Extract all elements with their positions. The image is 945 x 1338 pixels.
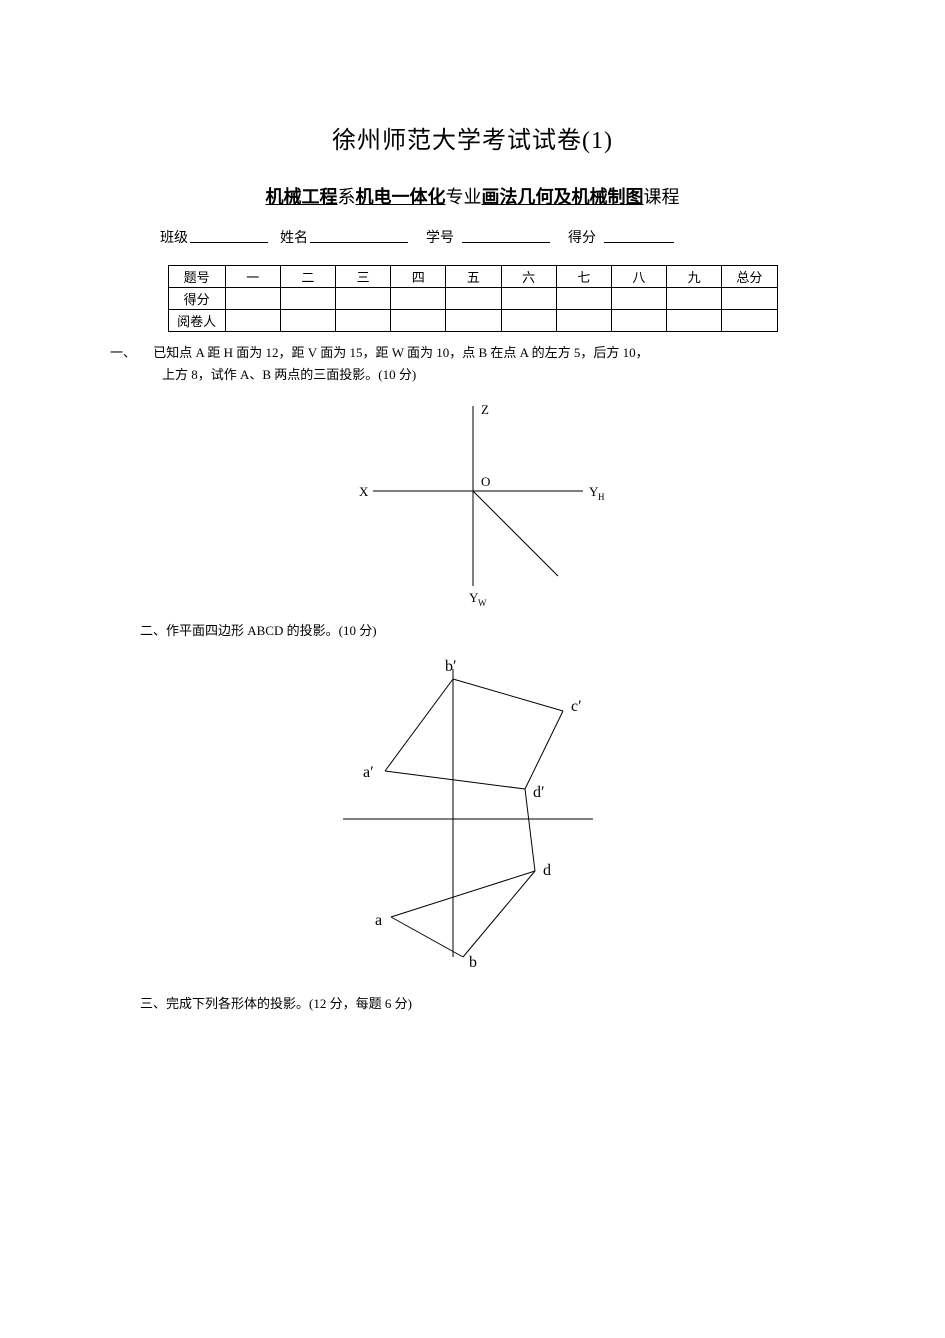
- svg-text:a′: a′: [363, 764, 374, 781]
- subtitle-course: 画法几何及机械制图: [482, 187, 644, 207]
- col-6: 七: [556, 266, 611, 288]
- cell[interactable]: [280, 310, 335, 332]
- col-3: 四: [391, 266, 446, 288]
- col-4: 五: [446, 266, 501, 288]
- score-table: 题号 一 二 三 四 五 六 七 八 九 总分 得分 阅卷人: [168, 265, 778, 332]
- cell[interactable]: [225, 310, 280, 332]
- cell[interactable]: [667, 310, 722, 332]
- row-label-2: 阅卷人: [168, 310, 225, 332]
- col-2: 三: [335, 266, 390, 288]
- cell[interactable]: [611, 288, 666, 310]
- cell[interactable]: [446, 288, 501, 310]
- svg-text:H: H: [598, 492, 605, 502]
- svg-text:O: O: [481, 474, 490, 489]
- svg-text:b′: b′: [445, 658, 457, 675]
- subtitle: 机械工程系机电一体化专业画法几何及机械制图课程: [140, 183, 805, 209]
- score-row-2: 阅卷人: [168, 310, 777, 332]
- cell[interactable]: [501, 288, 556, 310]
- cell[interactable]: [722, 310, 777, 332]
- info-line: 班级 姓名 学号 得分: [160, 227, 785, 247]
- score-label: 得分: [568, 227, 596, 247]
- row-label-0: 题号: [168, 266, 225, 288]
- q2-diagram: a′ b′ c′ d′ a b d: [313, 649, 633, 979]
- class-blank[interactable]: [190, 227, 268, 243]
- subtitle-sep3: 课程: [644, 187, 680, 207]
- class-label: 班级: [160, 227, 188, 247]
- cell[interactable]: [225, 288, 280, 310]
- name-label: 姓名: [280, 227, 308, 247]
- score-header-row: 题号 一 二 三 四 五 六 七 八 九 总分: [168, 266, 777, 288]
- row-label-1: 得分: [168, 288, 225, 310]
- col-5: 六: [501, 266, 556, 288]
- q2-title: 二、作平面四边形 ABCD 的投影。(10 分): [140, 620, 805, 639]
- cell[interactable]: [280, 288, 335, 310]
- svg-text:d′: d′: [533, 784, 545, 801]
- q1-diagram: ZXYHYWO: [323, 396, 623, 606]
- cell[interactable]: [556, 310, 611, 332]
- cell[interactable]: [611, 310, 666, 332]
- q1-line2: 上方 8，试作 A、B 两点的三面投影。(10 分): [110, 364, 416, 386]
- q1: 一、 已知点 A 距 H 面为 12，距 V 面为 15，距 W 面为 10，点…: [110, 342, 805, 386]
- id-blank[interactable]: [462, 227, 550, 243]
- subtitle-dept: 机械工程: [266, 187, 338, 207]
- cell[interactable]: [335, 288, 390, 310]
- subtitle-sep1: 系: [338, 187, 356, 207]
- id-label: 学号: [426, 227, 454, 247]
- svg-text:W: W: [478, 598, 487, 606]
- score-row-1: 得分: [168, 288, 777, 310]
- q1-line1: 已知点 A 距 H 面为 12，距 V 面为 15，距 W 面为 10，点 B …: [153, 345, 648, 360]
- svg-text:X: X: [359, 484, 369, 499]
- svg-text:Z: Z: [481, 402, 489, 417]
- col-0: 一: [225, 266, 280, 288]
- subtitle-major: 机电一体化: [356, 187, 446, 207]
- cell[interactable]: [391, 310, 446, 332]
- q1-num: 一、: [110, 342, 150, 364]
- name-blank[interactable]: [310, 227, 408, 243]
- page-title: 徐州师范大学考试试卷(1): [140, 120, 805, 155]
- cell[interactable]: [335, 310, 390, 332]
- col-8: 九: [667, 266, 722, 288]
- svg-text:d: d: [543, 862, 551, 879]
- svg-text:c′: c′: [571, 698, 582, 715]
- cell[interactable]: [391, 288, 446, 310]
- cell[interactable]: [667, 288, 722, 310]
- cell[interactable]: [501, 310, 556, 332]
- cell[interactable]: [446, 310, 501, 332]
- cell[interactable]: [722, 288, 777, 310]
- col-1: 二: [280, 266, 335, 288]
- q3-title: 三、完成下列各形体的投影。(12 分，每题 6 分): [140, 993, 805, 1012]
- score-blank[interactable]: [604, 227, 674, 243]
- cell[interactable]: [556, 288, 611, 310]
- subtitle-sep2: 专业: [446, 187, 482, 207]
- col-7: 八: [611, 266, 666, 288]
- svg-text:b: b: [469, 954, 477, 971]
- col-9: 总分: [722, 266, 777, 288]
- svg-text:a: a: [375, 912, 382, 929]
